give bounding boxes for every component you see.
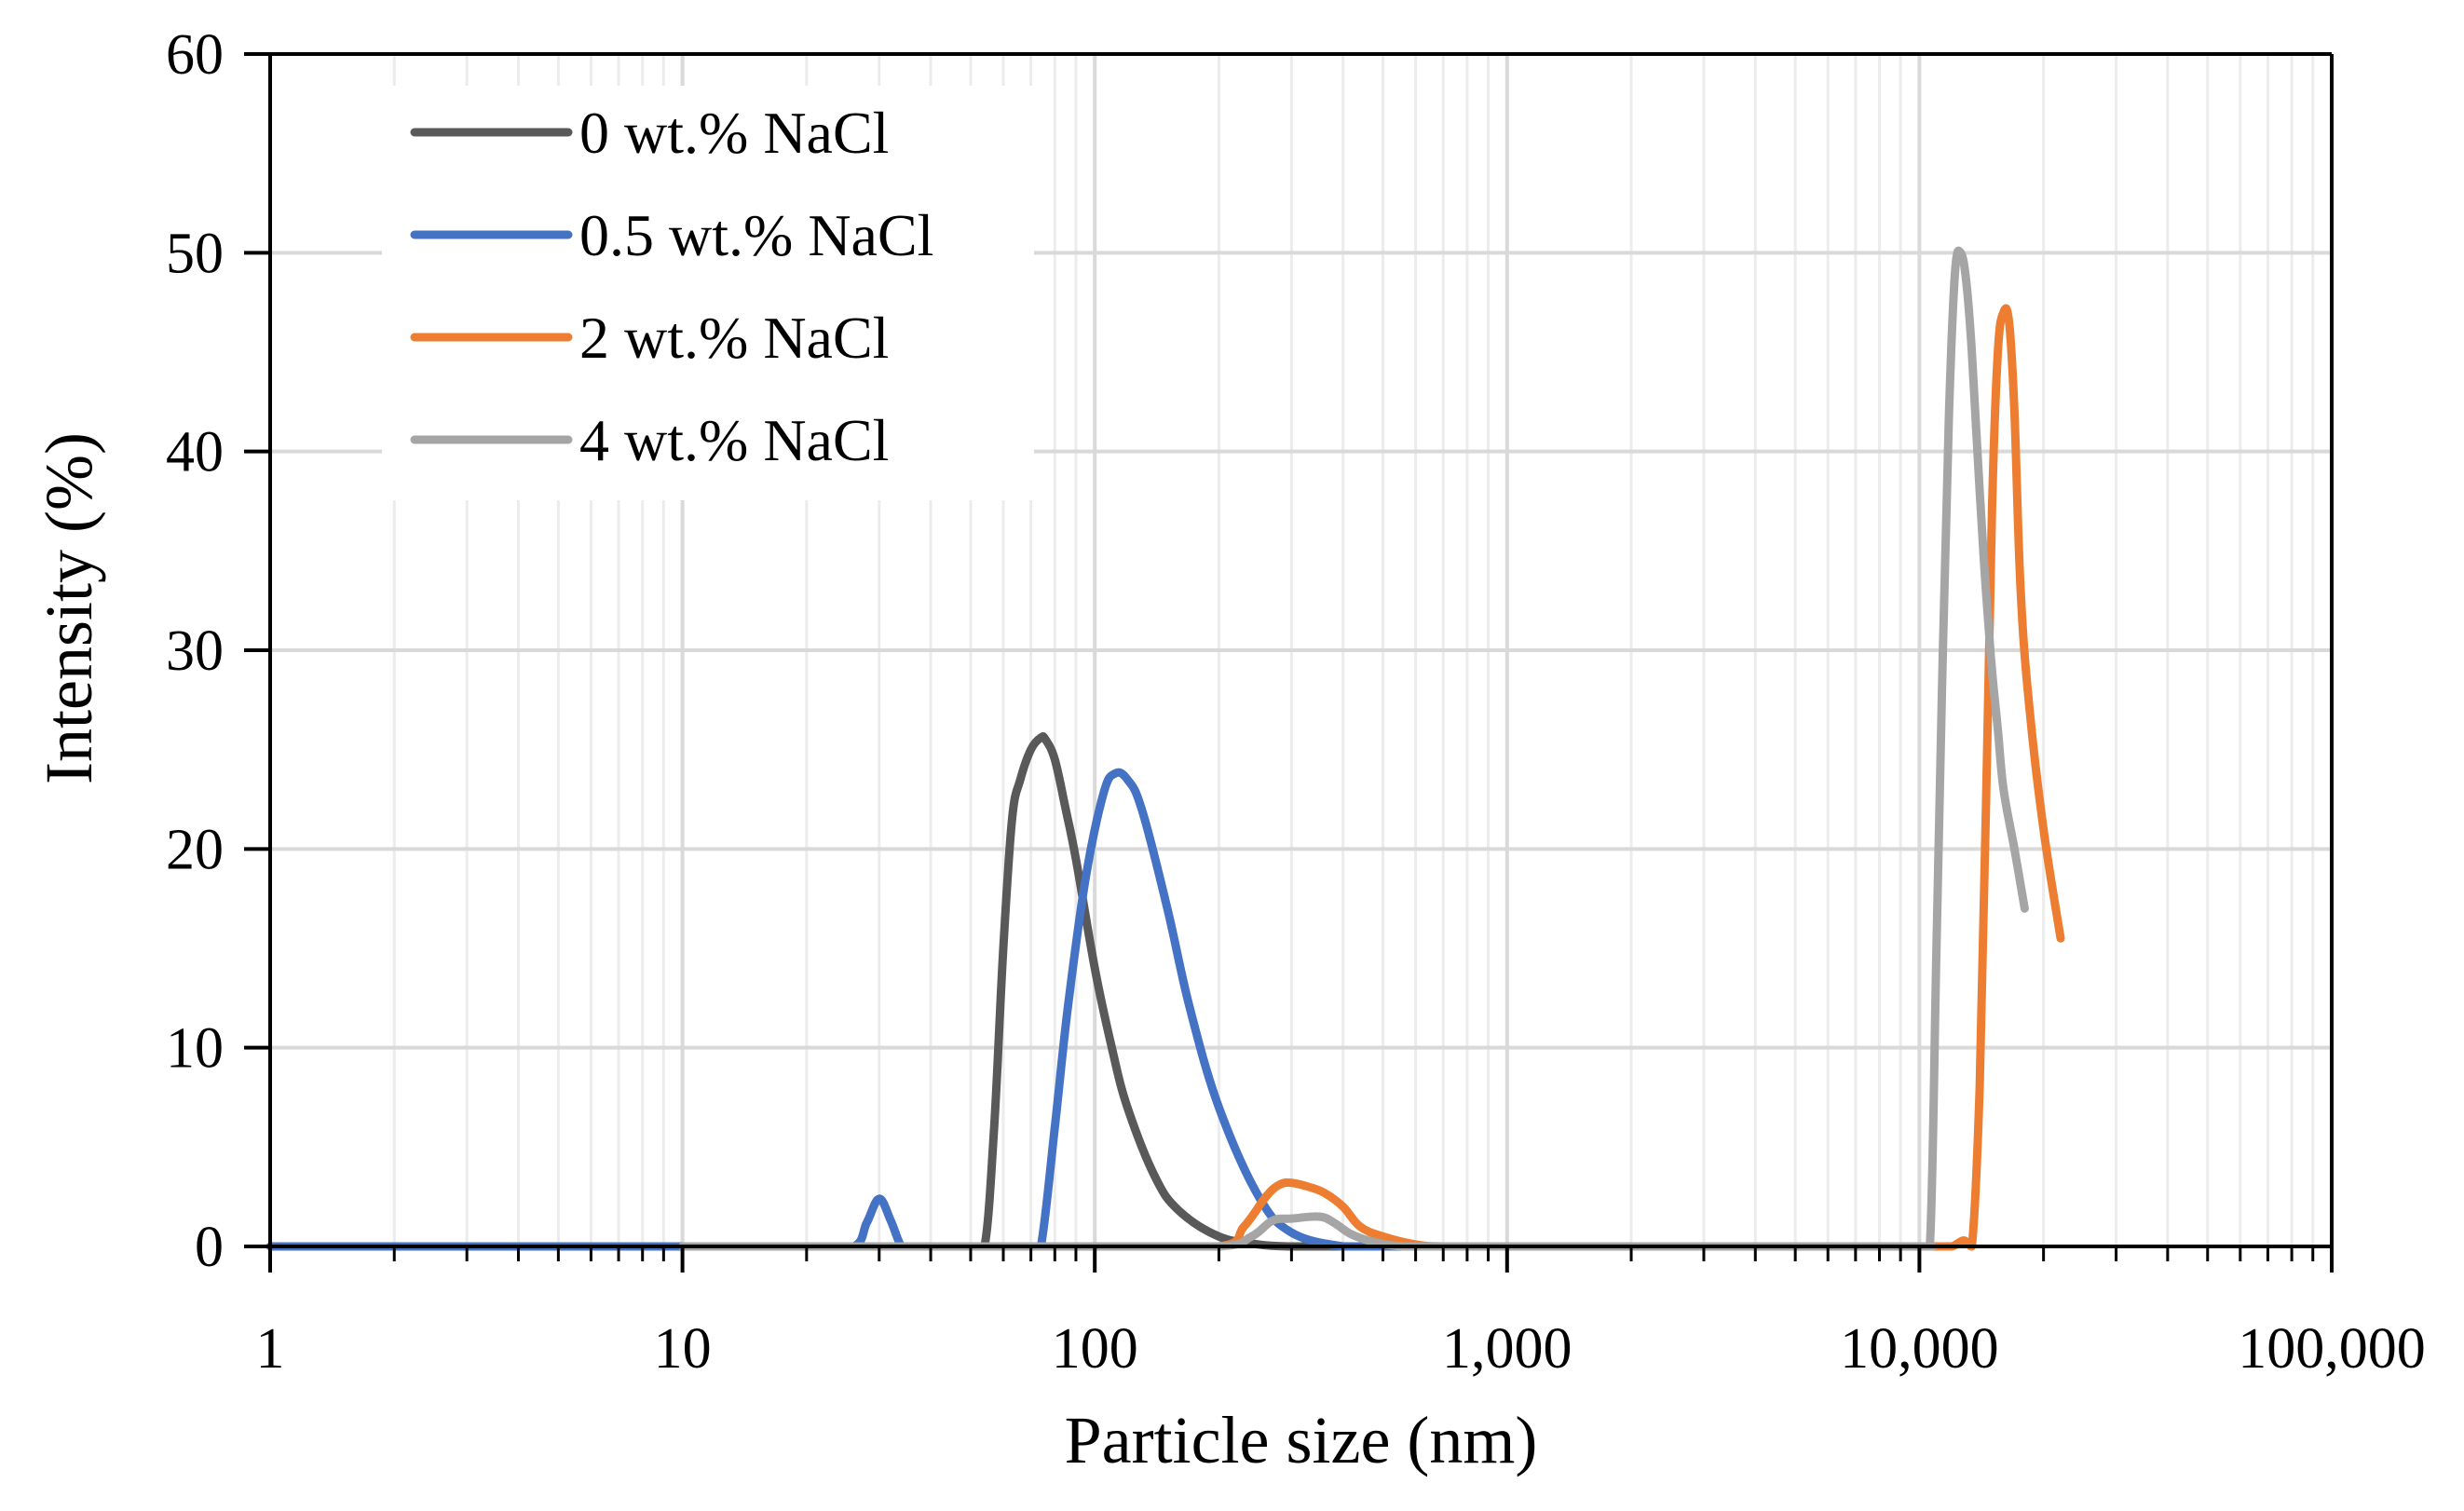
y-tick-label: 30 bbox=[166, 619, 224, 683]
x-tick-label: 100 bbox=[1052, 1317, 1138, 1381]
y-axis-title: Intensity (%) bbox=[32, 432, 106, 784]
y-tick-label: 40 bbox=[166, 421, 224, 484]
x-tick-label: 1,000 bbox=[1442, 1317, 1572, 1381]
y-tick-label: 60 bbox=[166, 23, 224, 87]
y-tick-label: 10 bbox=[166, 1017, 224, 1081]
x-axis-title: Particle size (nm) bbox=[1065, 1403, 1538, 1477]
axes-layer bbox=[244, 52, 2334, 1273]
legend-label-0: 0 wt.% NaCl bbox=[579, 100, 889, 166]
y-tick-label: 20 bbox=[166, 818, 224, 881]
tick-labels: 0 10 20 30 40 50 60 1 10 100 1,000 10,000 100,000 bbox=[166, 23, 2426, 1381]
legend-label-3: 4 wt.% NaCl bbox=[579, 407, 889, 473]
x-tick-label: 100,000 bbox=[2238, 1317, 2426, 1381]
y-tick-label: 0 bbox=[195, 1216, 224, 1279]
series-line-3 bbox=[678, 246, 2029, 1251]
x-tick-label: 10,000 bbox=[1840, 1317, 1999, 1381]
legend-label-1: 0.5 wt.% NaCl bbox=[579, 202, 933, 268]
legend: 0 wt.% NaCl 0.5 wt.% NaCl 2 wt.% NaCl 4 wt.… bbox=[382, 86, 1034, 500]
legend-label-2: 2 wt.% NaCl bbox=[579, 305, 889, 371]
x-tick-label: 1 bbox=[256, 1317, 285, 1381]
y-tick-label: 50 bbox=[166, 222, 224, 285]
legend-background bbox=[382, 86, 1034, 500]
x-tick-label: 10 bbox=[654, 1317, 712, 1381]
